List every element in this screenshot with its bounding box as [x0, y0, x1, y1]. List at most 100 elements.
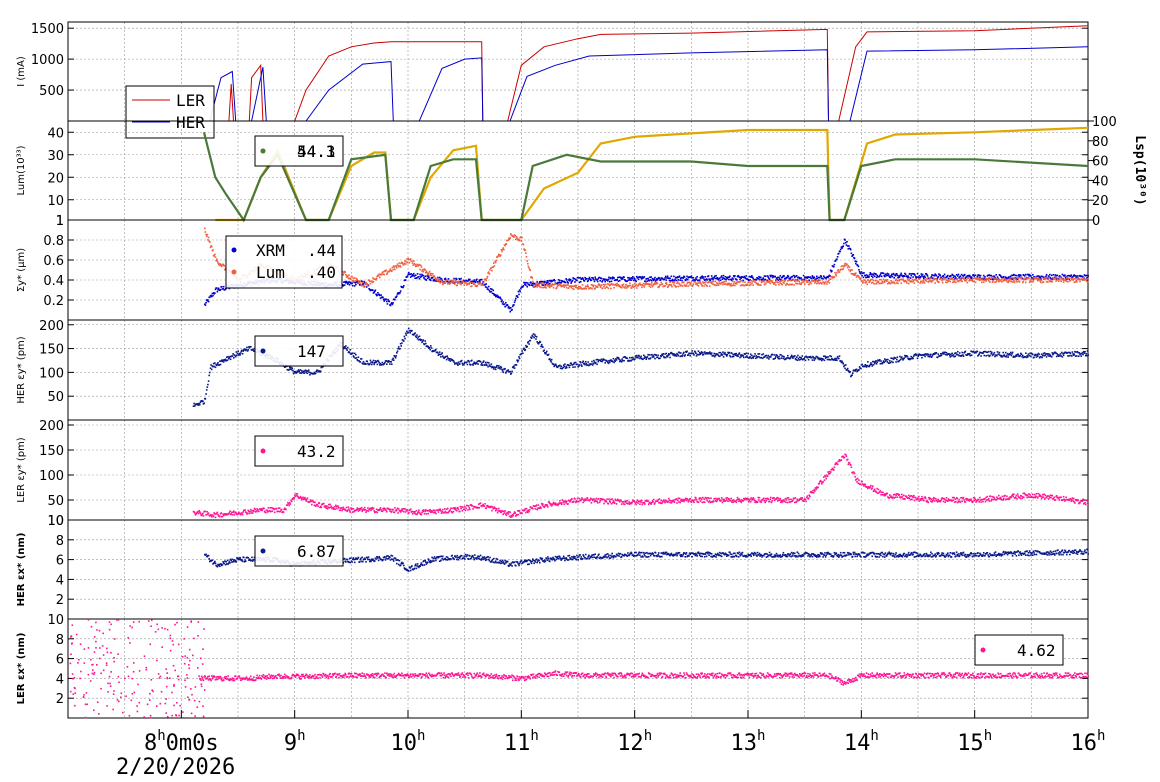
- data-point: [684, 354, 686, 356]
- data-point: [649, 283, 651, 285]
- data-point: [945, 353, 947, 356]
- data-point: [353, 352, 356, 355]
- data-point: [240, 350, 243, 353]
- data-point: [725, 280, 727, 283]
- data-point: [995, 274, 997, 276]
- data-point: [739, 356, 741, 359]
- data-point: [493, 368, 495, 370]
- data-point: [846, 367, 849, 370]
- data-point: [635, 354, 638, 357]
- data-point: [851, 269, 853, 271]
- data-point: [348, 284, 351, 286]
- data-point: [709, 351, 711, 353]
- data-point: [941, 281, 944, 284]
- data-point: [922, 279, 924, 282]
- data-point: [312, 373, 315, 375]
- data-point: [896, 282, 898, 284]
- data-point: [578, 281, 581, 284]
- data-point: [607, 278, 610, 281]
- data-point: [982, 352, 984, 354]
- data-point: [525, 511, 527, 514]
- data-point: [641, 286, 643, 289]
- data-point: [710, 275, 713, 277]
- data-point: [923, 353, 926, 356]
- data-point: [402, 286, 404, 289]
- data-point: [289, 366, 291, 369]
- data-point: [590, 279, 593, 281]
- data-point: [845, 241, 847, 244]
- data-point: [528, 510, 530, 513]
- data-point: [906, 355, 909, 358]
- data-point: [663, 355, 665, 358]
- data-point: [433, 279, 436, 281]
- data-point: [1025, 352, 1027, 354]
- data-point: [444, 282, 447, 284]
- data-point: [1032, 278, 1035, 280]
- data-point: [734, 284, 736, 287]
- data-point: [414, 510, 416, 513]
- data-point: [476, 278, 478, 281]
- data-point: [879, 273, 882, 276]
- data-point: [990, 352, 992, 355]
- data-point: [489, 269, 491, 271]
- data-point: [512, 514, 515, 517]
- data-point: [639, 357, 641, 360]
- data-point: [797, 357, 800, 360]
- data-point: [1008, 354, 1010, 356]
- data-point: [494, 507, 496, 509]
- data-point: [1029, 352, 1031, 354]
- data-point: [395, 355, 397, 357]
- data-point: [237, 513, 239, 515]
- data-point: [531, 277, 533, 279]
- y-tick-label: 200: [39, 319, 64, 334]
- data-point: [895, 278, 897, 280]
- data-point: [428, 510, 431, 513]
- legend-marker: [260, 348, 266, 354]
- data-point: [612, 360, 614, 363]
- data-point: [556, 282, 559, 285]
- data-point: [675, 285, 678, 288]
- data-point: [967, 353, 970, 355]
- data-point: [392, 265, 395, 267]
- data-point: [890, 357, 892, 359]
- data-point: [239, 354, 241, 356]
- data-point: [504, 510, 506, 512]
- data-point: [945, 279, 948, 281]
- data-point: [804, 359, 807, 362]
- data-point: [247, 509, 249, 512]
- data-point: [528, 508, 531, 511]
- data-point: [464, 506, 466, 508]
- data-point: [430, 274, 433, 277]
- data-point: [549, 359, 552, 362]
- data-point: [661, 277, 664, 280]
- data-point: [250, 512, 253, 514]
- data-point: [239, 352, 242, 354]
- data-point: [588, 276, 591, 279]
- data-point: [858, 366, 861, 368]
- data-point: [995, 280, 997, 283]
- data-point: [413, 334, 415, 336]
- data-point: [940, 276, 943, 279]
- data-point: [992, 276, 995, 279]
- data-point: [940, 278, 943, 280]
- data-point: [386, 272, 389, 274]
- data-point: [739, 354, 742, 356]
- data-point: [397, 264, 399, 267]
- data-point: [351, 507, 353, 510]
- data-point: [694, 351, 697, 353]
- data-point: [852, 254, 855, 256]
- data-point: [392, 302, 394, 304]
- data-point: [562, 284, 565, 286]
- data-point: [819, 358, 822, 361]
- data-point: [964, 350, 967, 353]
- data-point: [326, 505, 328, 507]
- data-point: [511, 513, 514, 516]
- data-point: [778, 355, 780, 358]
- data-point: [306, 498, 308, 501]
- data-point: [1060, 280, 1062, 283]
- data-point: [213, 255, 215, 257]
- data-point: [853, 274, 855, 276]
- data-point: [804, 283, 806, 285]
- data-point: [537, 283, 539, 285]
- data-point: [452, 279, 454, 282]
